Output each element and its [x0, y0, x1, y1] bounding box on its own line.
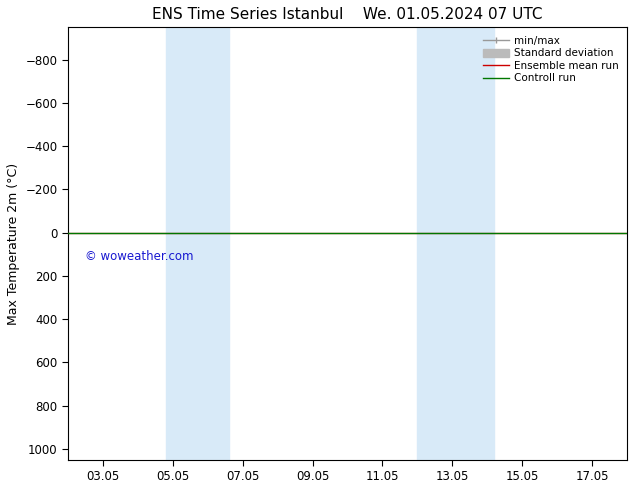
Y-axis label: Max Temperature 2m (°C): Max Temperature 2m (°C) [7, 162, 20, 324]
Bar [417, 27, 495, 460]
Bar [166, 27, 229, 460]
Title: ENS Time Series Istanbul    We. 01.05.2024 07 UTC: ENS Time Series Istanbul We. 01.05.2024 … [152, 7, 543, 22]
Legend: min/max, Standard deviation, Ensemble mean run, Controll run: min/max, Standard deviation, Ensemble me… [479, 32, 622, 87]
Text: © woweather.com: © woweather.com [85, 250, 193, 263]
